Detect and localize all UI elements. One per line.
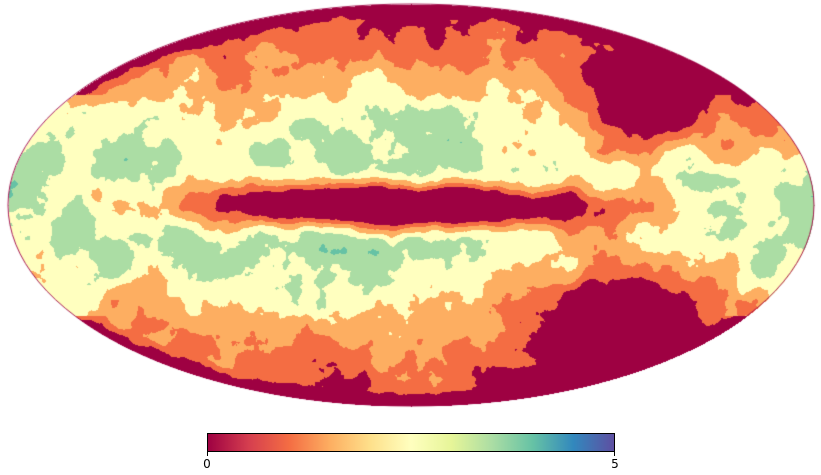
all-sky-map <box>0 0 821 410</box>
colorbar-gradient <box>207 433 615 452</box>
colorbar-tick-min <box>207 452 208 456</box>
colorbar: 0 5 <box>203 433 619 471</box>
colorbar-max-label: 5 <box>611 457 619 471</box>
colorbar-min-label: 0 <box>203 457 211 471</box>
colorbar-tick-max <box>614 452 615 456</box>
